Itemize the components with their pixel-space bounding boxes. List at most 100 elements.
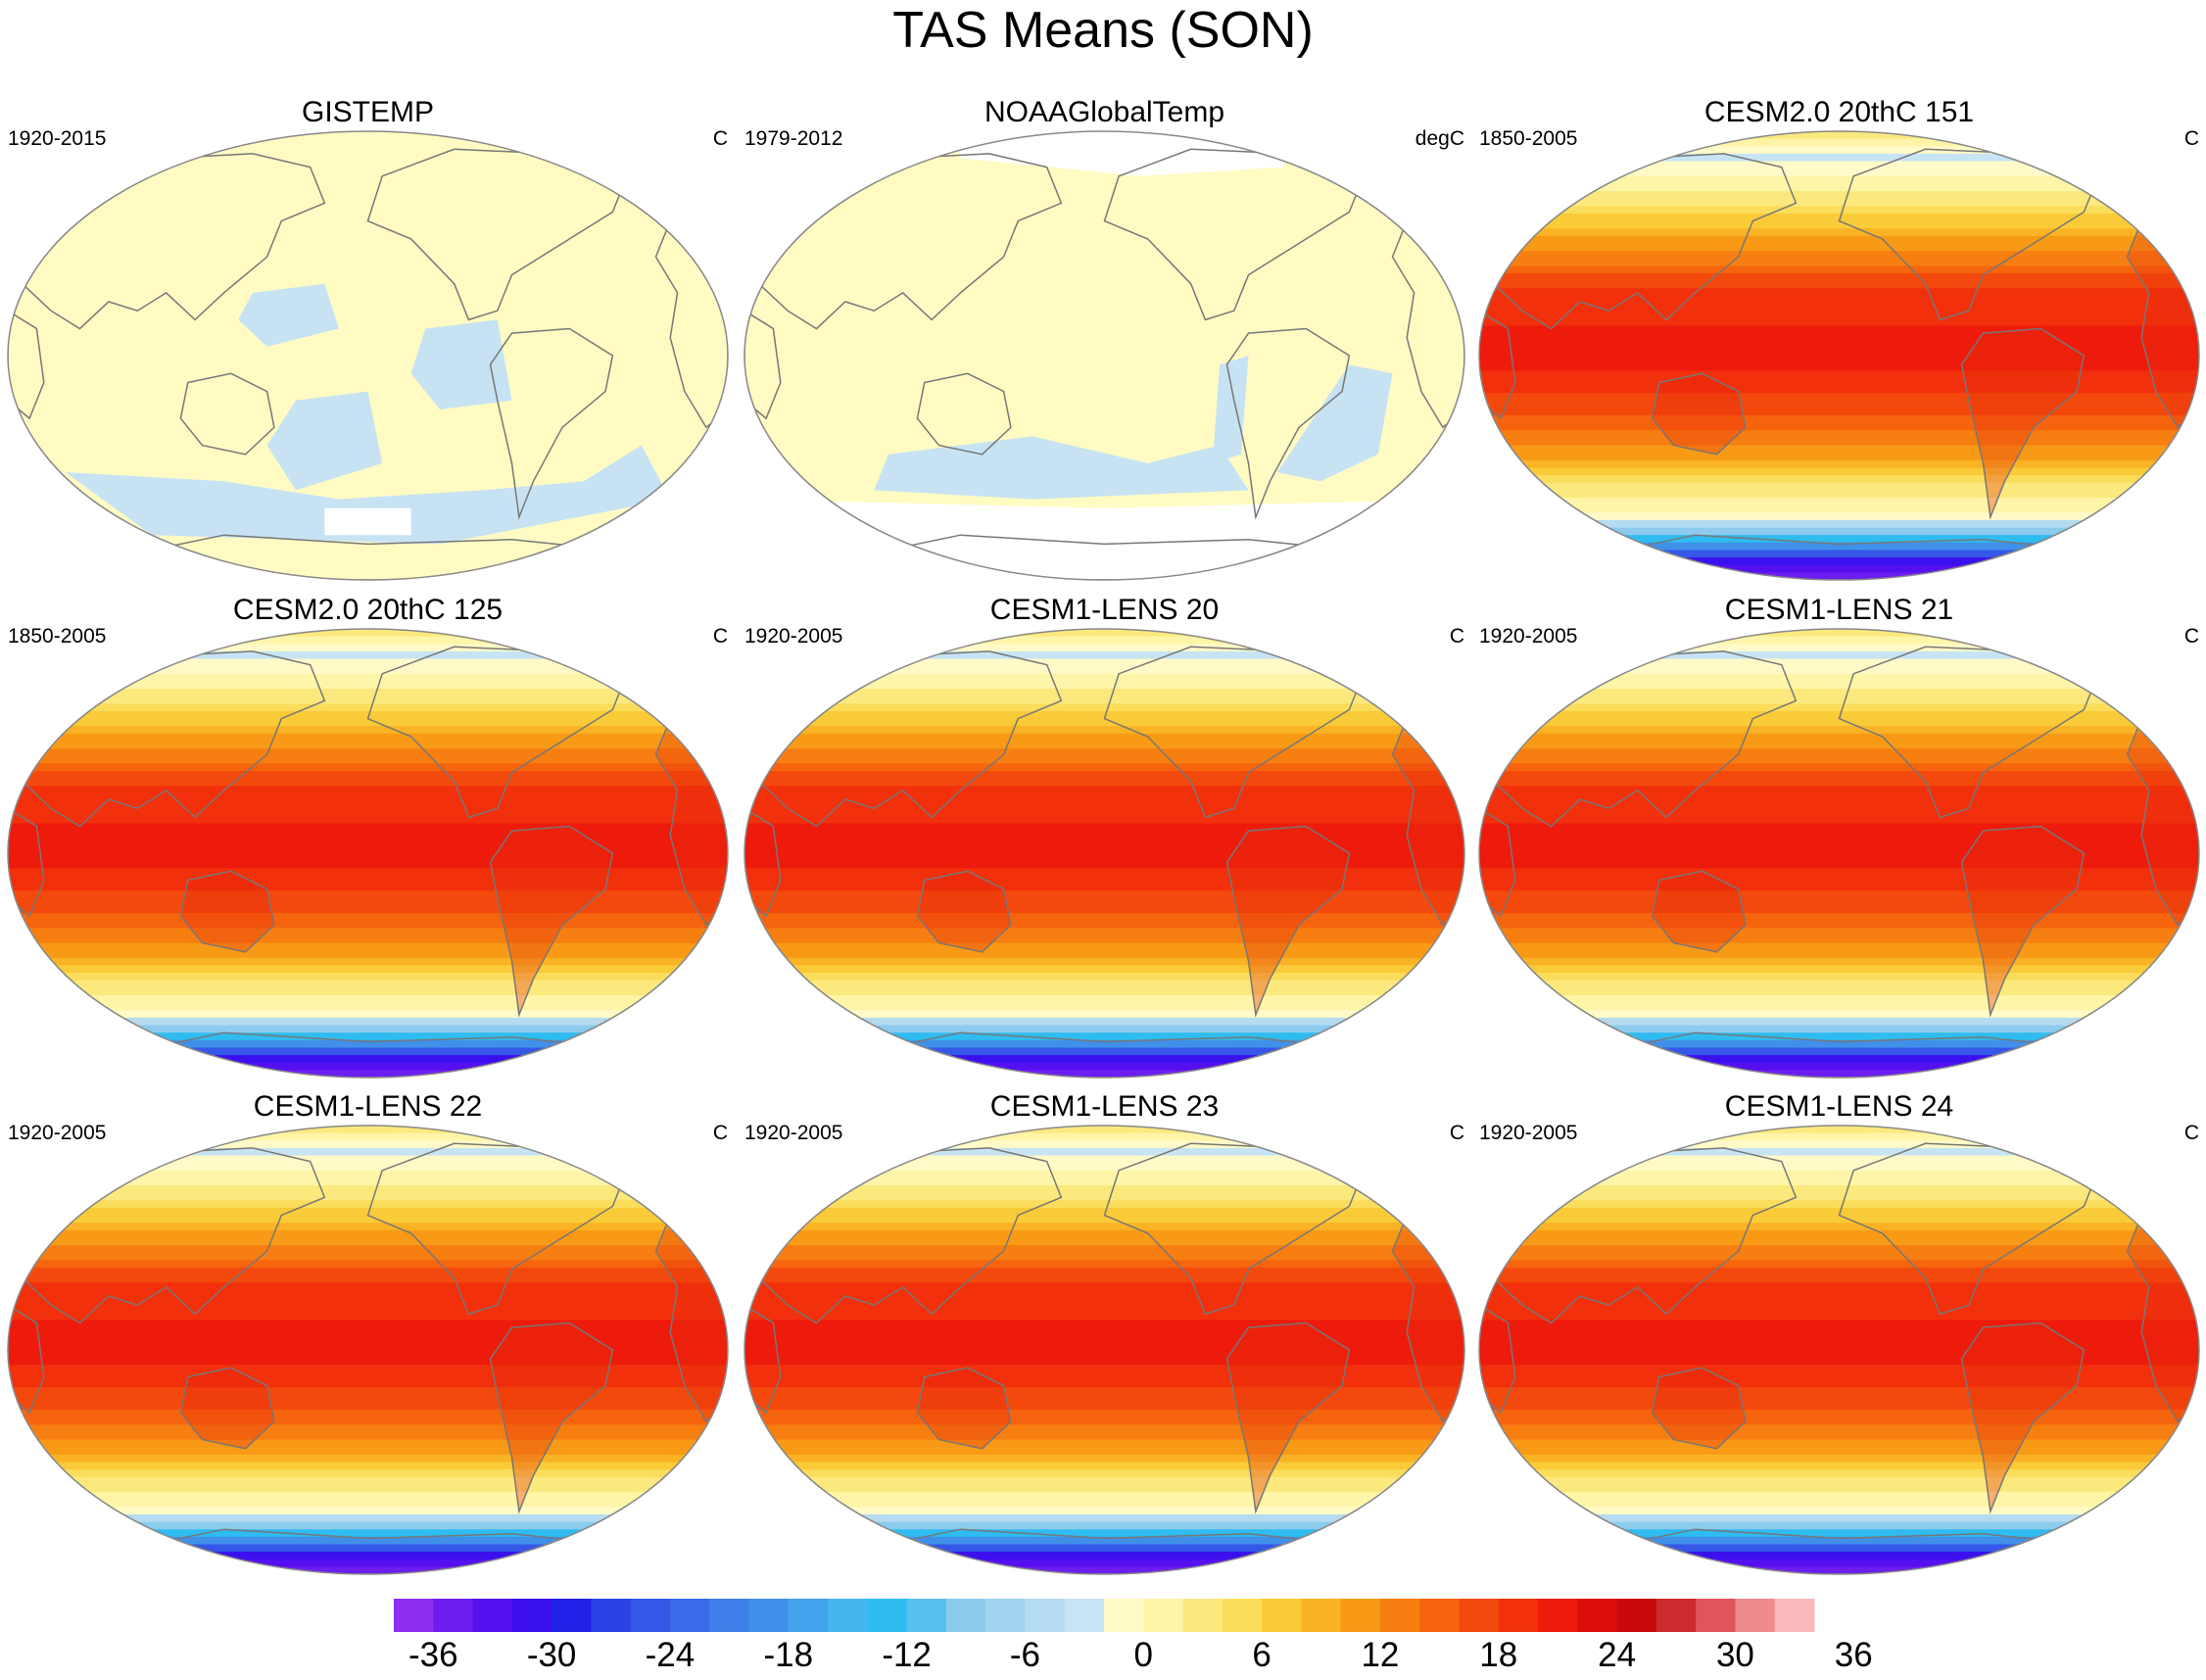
colorbar-tick-label: 24 — [1598, 1636, 1637, 1674]
temperature-band — [8, 1462, 728, 1471]
temperature-band — [1479, 1289, 2199, 1299]
temperature-band — [744, 860, 1464, 870]
temperature-band — [744, 696, 1464, 705]
temperature-band — [8, 1055, 728, 1064]
temperature-band — [1479, 808, 2199, 817]
temperature-band — [1479, 498, 2199, 506]
temperature-band — [1479, 1237, 2199, 1247]
map-border — [1478, 1125, 2200, 1575]
temperature-band — [1479, 1047, 2199, 1057]
temperature-band — [744, 1544, 1464, 1554]
coastline — [8, 309, 45, 420]
coastline — [1492, 650, 1798, 828]
map-border — [743, 1125, 1465, 1575]
temperature-band — [8, 1260, 728, 1270]
temperature-band — [1479, 1566, 2199, 1574]
temperature-band — [8, 1070, 728, 1078]
temperature-band — [744, 1536, 1464, 1546]
temperature-band — [1479, 408, 2199, 417]
temperature-band — [8, 1237, 728, 1247]
temperature-band — [744, 965, 1464, 975]
temperature-band — [744, 710, 1464, 720]
temperature-band — [8, 905, 728, 915]
temperature-band — [8, 920, 728, 930]
temperature-band — [1479, 288, 2199, 297]
panel-years: 1920-2005 — [8, 1122, 107, 1144]
temperature-band — [8, 1025, 728, 1034]
map-border — [7, 1125, 729, 1575]
coastline — [21, 1147, 326, 1324]
temperature-band — [1479, 1424, 2199, 1433]
temperature-band — [744, 1379, 1464, 1389]
temperature-band — [8, 1402, 728, 1412]
temperature-band — [744, 786, 1464, 794]
temperature-band — [1479, 228, 2199, 237]
panel-years: 1979-2012 — [744, 127, 843, 150]
temperature-band — [1479, 718, 2199, 728]
map-border — [1478, 130, 2200, 581]
temperature-band — [8, 1200, 728, 1209]
temperature-band — [744, 942, 1464, 952]
temperature-band — [744, 808, 1464, 817]
temperature-band — [1479, 265, 2199, 275]
temperature-band — [1479, 897, 2199, 907]
temperature-band — [8, 1297, 728, 1307]
temperature-band — [744, 1342, 1464, 1351]
temperature-band — [1479, 1177, 2199, 1187]
temperature-band — [744, 1223, 1464, 1231]
temperature-band — [744, 636, 1464, 646]
temperature-band — [744, 1002, 1464, 1012]
temperature-band — [744, 1559, 1464, 1568]
colorbar-tick-label: 30 — [1715, 1636, 1754, 1674]
temperature-band — [744, 1566, 1464, 1574]
temperature-band — [1479, 138, 2199, 148]
temperature-band — [1479, 913, 2199, 922]
colorbar-tick-label: 18 — [1479, 1636, 1518, 1674]
map-panel: GISTEMP 1920-2015 C — [7, 96, 729, 584]
colorbar-box — [1262, 1599, 1302, 1632]
temperature-band — [1479, 161, 2199, 170]
temperature-band — [1479, 191, 2199, 200]
temperature-band — [744, 1507, 1464, 1515]
temperature-band — [8, 845, 728, 854]
coastline — [1225, 1321, 1351, 1514]
temperature-band — [1479, 1484, 2199, 1494]
coastline — [1960, 1321, 2086, 1514]
temperature-band — [1479, 482, 2199, 492]
temperature-band — [744, 771, 1464, 780]
temperature-band — [1479, 1379, 2199, 1389]
coastline — [1492, 153, 1798, 330]
temperature-band — [8, 853, 728, 862]
temperature-band — [744, 1200, 1464, 1209]
colorbar-tick-label: -6 — [1009, 1636, 1040, 1674]
map-panel: CESM1-LENS 21 1920-2005 C — [1478, 594, 2200, 1081]
temperature-band — [744, 815, 1464, 825]
temperature-band — [1479, 1439, 2199, 1449]
temperature-band — [1479, 430, 2199, 439]
map-plot — [7, 1125, 729, 1575]
colorbar-box — [1696, 1599, 1736, 1632]
temperature-band — [1479, 519, 2199, 529]
temperature-band — [744, 987, 1464, 997]
temperature-band — [8, 644, 728, 652]
temperature-band — [1479, 1070, 2199, 1078]
map-border — [7, 628, 729, 1079]
colorbar-tick-label: -18 — [763, 1636, 814, 1674]
temperature-band — [744, 1282, 1464, 1291]
temperature-band — [1479, 153, 2199, 163]
temperature-band — [8, 1507, 728, 1515]
temperature-band — [8, 1170, 728, 1179]
temperature-band — [8, 890, 728, 899]
colorbar-box — [1577, 1599, 1618, 1632]
colorbar-box — [709, 1599, 749, 1632]
coastline — [757, 1147, 1063, 1324]
temperature-band — [744, 1252, 1464, 1262]
temperature-band — [8, 1424, 728, 1433]
temperature-band — [744, 1274, 1464, 1284]
panel-units: C — [2183, 1122, 2199, 1144]
panel-years: 1850-2005 — [1479, 127, 1578, 150]
temperature-band — [8, 838, 728, 847]
temperature-band — [1479, 198, 2199, 208]
temperature-band — [8, 942, 728, 952]
colorbar-box — [591, 1599, 632, 1632]
